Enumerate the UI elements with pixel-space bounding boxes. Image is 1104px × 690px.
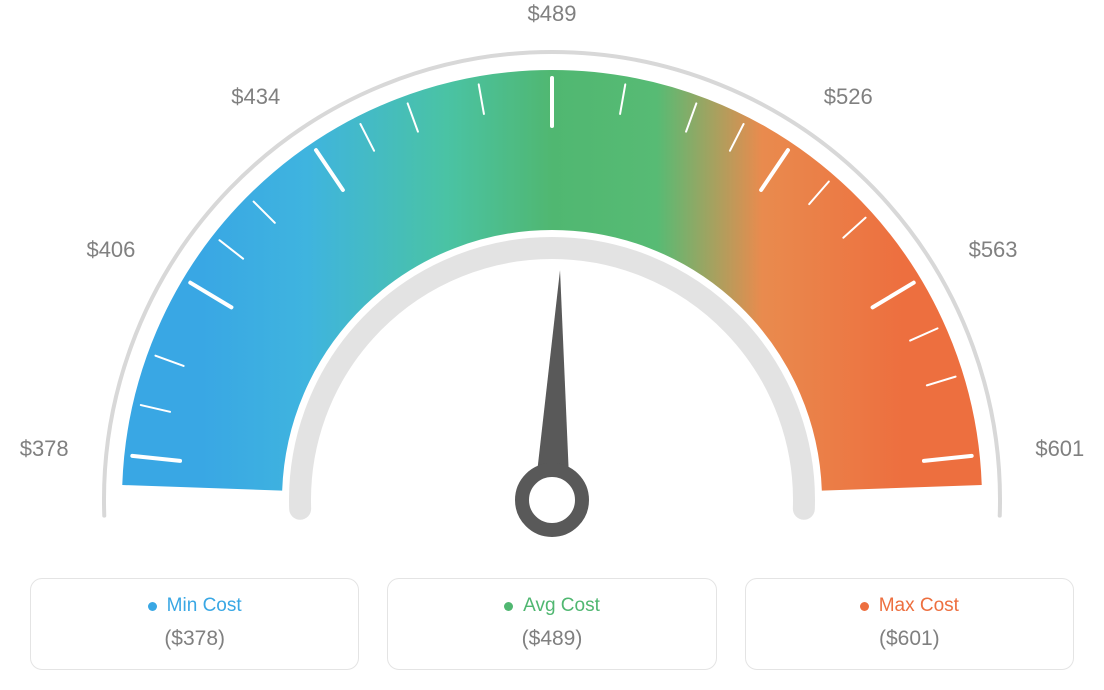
min-cost-value: ($378) <box>41 627 348 651</box>
gauge-tick-label: $601 <box>1035 436 1084 462</box>
chart-container: $378 $406 $434 $489 $526 $563 $601 Min Cost ($… <box>0 0 1104 690</box>
max-cost-title: Max Cost <box>860 595 959 617</box>
max-cost-value: ($601) <box>756 627 1063 651</box>
gauge-tick-label: $406 <box>86 237 135 263</box>
gauge: $378 $406 $434 $489 $526 $563 $601 <box>0 0 1104 560</box>
gauge-tick-label: $378 <box>20 436 69 462</box>
max-dot-icon <box>860 602 869 611</box>
avg-cost-card: Avg Cost ($489) <box>387 578 716 670</box>
min-cost-title: Min Cost <box>148 595 242 617</box>
max-cost-label: Max Cost <box>879 595 959 617</box>
min-cost-card: Min Cost ($378) <box>30 578 359 670</box>
min-dot-icon <box>148 602 157 611</box>
gauge-tick-label: $489 <box>528 1 577 27</box>
max-cost-card: Max Cost ($601) <box>745 578 1074 670</box>
min-cost-label: Min Cost <box>167 595 242 617</box>
gauge-tick-label: $526 <box>824 84 873 110</box>
avg-cost-title: Avg Cost <box>504 595 600 617</box>
avg-cost-value: ($489) <box>398 627 705 651</box>
gauge-tick-label: $434 <box>231 84 280 110</box>
avg-cost-label: Avg Cost <box>523 595 600 617</box>
legend-row: Min Cost ($378) Avg Cost ($489) Max Cost… <box>0 578 1104 670</box>
avg-dot-icon <box>504 602 513 611</box>
gauge-tick-label: $563 <box>969 237 1018 263</box>
